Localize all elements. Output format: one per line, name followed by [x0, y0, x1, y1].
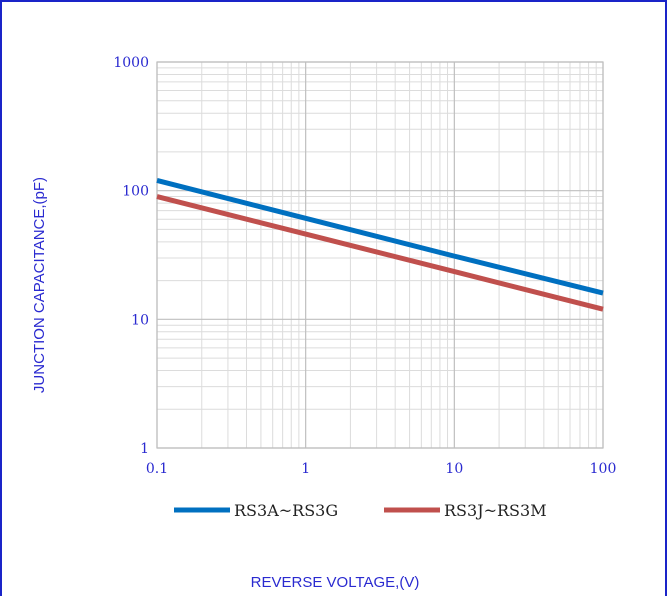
legend-label-rs3a-rs3g: RS3A~RS3G	[234, 501, 338, 520]
x-axis-title: REVERSE VOLTAGE,(V)	[251, 574, 420, 591]
y-tick-labels: 1 10 100 1000	[113, 55, 149, 457]
y-tick-label: 1	[140, 441, 149, 457]
legend: RS3A~RS3G RS3J~RS3M	[174, 501, 547, 520]
y-tick-label: 10	[131, 312, 149, 328]
x-tick-label: 100	[590, 461, 617, 477]
x-tick-label: 1	[301, 461, 310, 477]
series-layer	[156, 178, 604, 312]
y-tick-label: 100	[122, 184, 149, 200]
y-axis-title: JUNCTION CAPACITANCE,(pF)	[31, 177, 48, 393]
minor-gridlines	[157, 62, 603, 448]
y-tick-label: 1000	[113, 55, 149, 71]
x-tick-label: 0.1	[146, 461, 168, 477]
plot-border	[156, 61, 604, 449]
series-line-1	[156, 194, 604, 312]
series-line-0	[156, 178, 604, 296]
x-tick-labels: 0.1 1 10 100	[146, 461, 617, 477]
x-tick-label: 10	[445, 461, 463, 477]
legend-label-rs3j-rs3m: RS3J~RS3M	[444, 501, 547, 520]
